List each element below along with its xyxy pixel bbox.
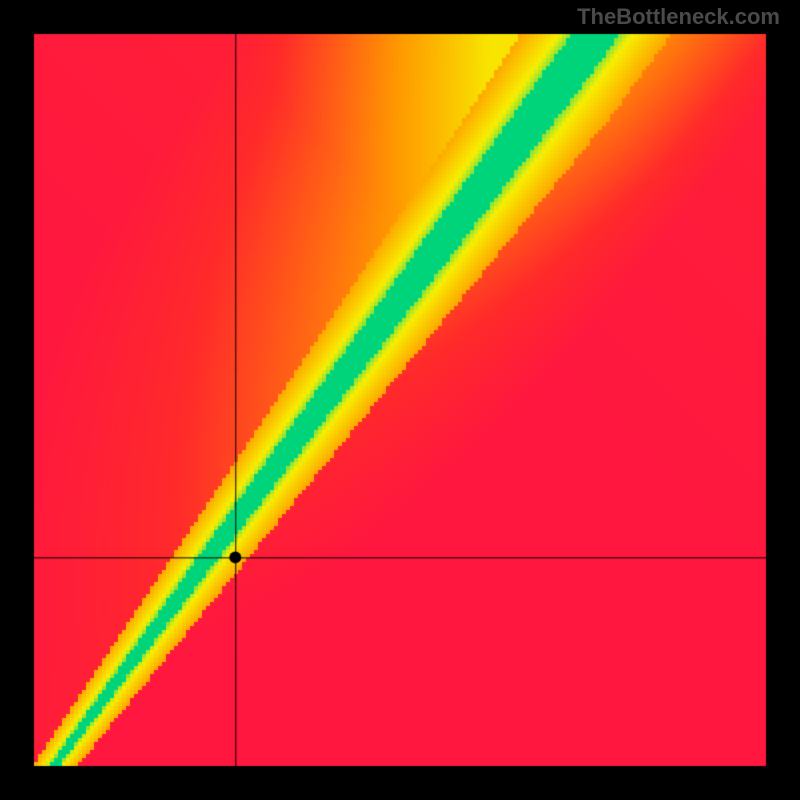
attribution-label: TheBottleneck.com (577, 4, 780, 30)
heatmap-canvas (0, 0, 800, 800)
chart-frame: TheBottleneck.com (0, 0, 800, 800)
